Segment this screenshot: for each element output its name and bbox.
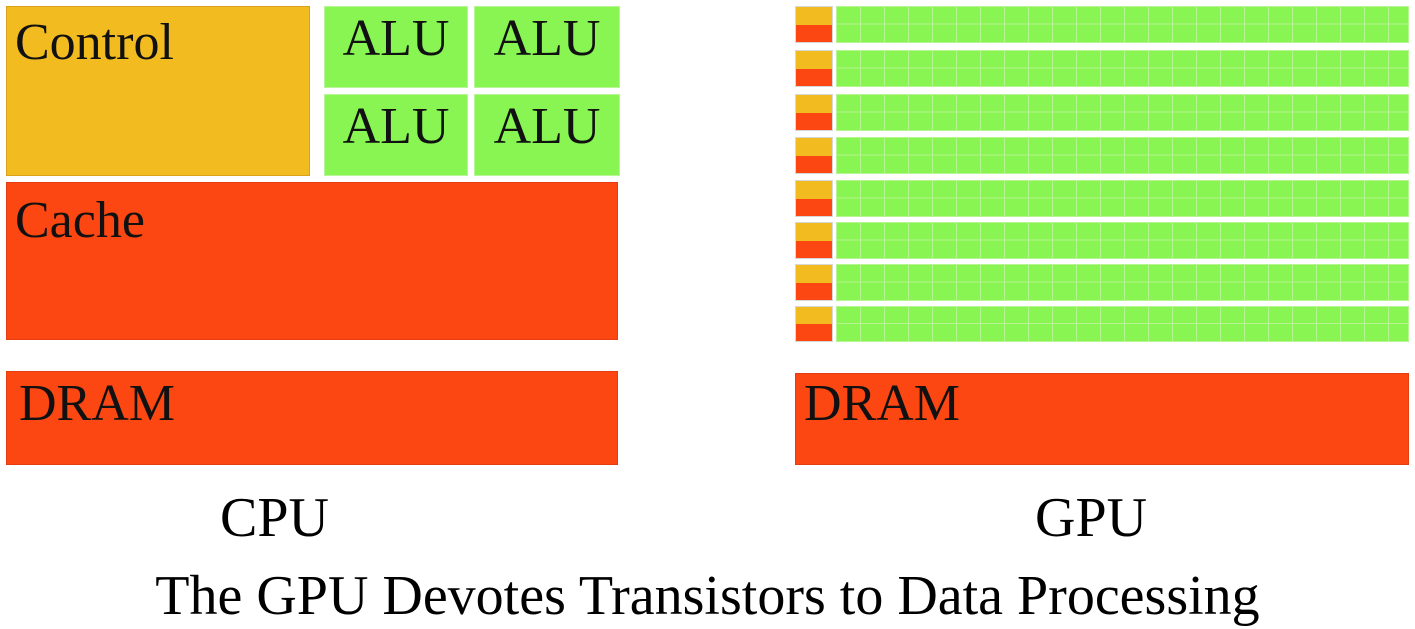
cpu-cache-block: Cache: [6, 182, 618, 340]
cpu-dram-block: DRAM: [6, 371, 618, 465]
cpu-alu-label: ALU: [342, 98, 450, 155]
cpu-alu-block: ALU: [474, 6, 620, 88]
cpu-control-label: Control: [15, 14, 174, 71]
gpu-alu-row: [836, 306, 1409, 342]
gpu-control-cache-unit: [795, 180, 833, 217]
gpu-alu-row: [836, 50, 1409, 87]
cpu-alu-block: ALU: [324, 6, 468, 88]
cpu-caption: CPU: [220, 487, 329, 549]
diagram-title: The GPU Devotes Transistors to Data Proc…: [155, 565, 1260, 627]
gpu-control-cache-unit: [795, 6, 833, 43]
gpu-control-cache-unit: [795, 306, 833, 342]
gpu-control-cache-unit: [795, 222, 833, 259]
cpu-dram-label: DRAM: [19, 375, 176, 432]
cpu-cache-label: Cache: [15, 192, 145, 249]
gpu-alu-row: [836, 137, 1409, 174]
cpu-alu-block: ALU: [324, 94, 468, 176]
cpu-alu-label: ALU: [342, 10, 450, 67]
gpu-control-cache-unit: [795, 137, 833, 174]
gpu-control-cache-unit: [795, 264, 833, 301]
gpu-alu-row: [836, 180, 1409, 217]
gpu-alu-row: [836, 264, 1409, 301]
cpu-control-block: Control: [6, 6, 310, 176]
gpu-dram-block: DRAM: [795, 373, 1409, 465]
gpu-control-cache-unit: [795, 94, 833, 131]
cpu-alu-block: ALU: [474, 94, 620, 176]
gpu-alu-row: [836, 222, 1409, 259]
gpu-dram-label: DRAM: [804, 375, 961, 432]
gpu-control-cache-unit: [795, 50, 833, 87]
cpu-alu-label: ALU: [493, 98, 601, 155]
cpu-alu-label: ALU: [493, 10, 601, 67]
gpu-caption: GPU: [1035, 487, 1148, 549]
gpu-alu-row: [836, 94, 1409, 131]
gpu-alu-row: [836, 6, 1409, 43]
